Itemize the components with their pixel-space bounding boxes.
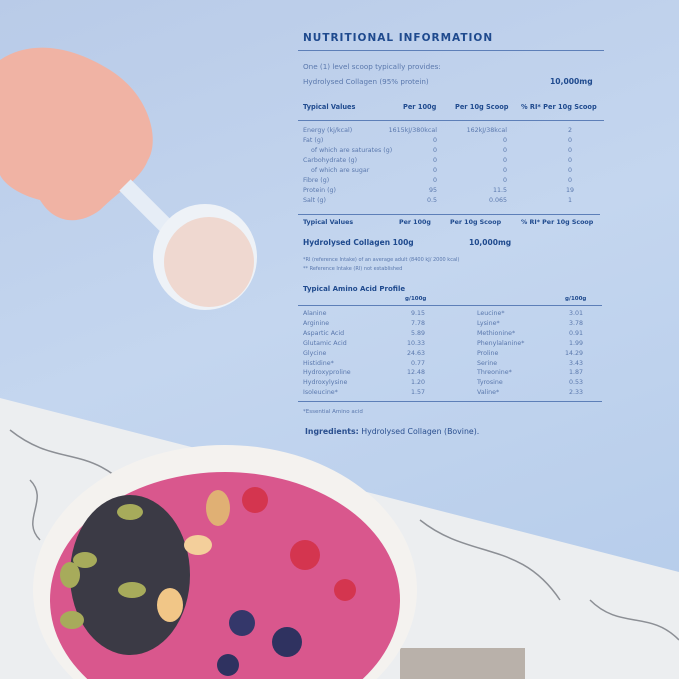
amino-name: Alanine	[303, 310, 327, 317]
amino-value: 7.78	[410, 319, 425, 327]
amino-unit-right: g/100g	[565, 296, 587, 302]
nutrition-cell: Protein (g)	[303, 187, 336, 194]
nutrition-cell: 2	[567, 127, 572, 134]
nutrition-cell: 1	[567, 197, 572, 204]
nutrition-cell: Fibre (g)	[303, 177, 330, 184]
amino-value: 14.29	[564, 349, 583, 357]
amino-value: 12.48	[406, 369, 425, 377]
amino-value: 24.63	[406, 349, 425, 357]
ingredients-label: Ingredients:	[305, 427, 359, 436]
footnote-1: *RI (reference Intake) of an average adu…	[303, 257, 460, 263]
nutrition-cell: Energy (kj/kcal)	[303, 127, 353, 134]
amino-value: 3.78	[568, 319, 583, 327]
intro-text: One (1) level scoop typically provides:	[303, 62, 441, 71]
nutrition-cell: of which are sugar	[311, 167, 370, 174]
nutrition-cell: 0	[432, 137, 437, 144]
amino-name: Serine	[477, 359, 498, 367]
nutrition-cell: of which are saturates (g)	[311, 147, 393, 154]
amino-name: Arginine	[303, 319, 330, 327]
amino-value: 2.33	[568, 389, 583, 397]
amino-name: Lysine*	[477, 319, 500, 327]
amino-value: 9.15	[410, 310, 425, 317]
nutrition-cell: Fat (g)	[303, 137, 324, 144]
amino-name: Aspartic Acid	[303, 329, 345, 337]
amino-name: Hydroxyproline	[303, 369, 351, 377]
nutrition-cell: 0	[502, 177, 507, 184]
nutrition-cell: 0	[432, 177, 437, 184]
amino-name: Valine*	[477, 389, 500, 397]
table2-header-cell: Typical Values	[303, 219, 354, 226]
table1-header-cell: Typical Values	[303, 103, 356, 111]
ingredient-value: 10,000mg	[550, 77, 593, 86]
nutrition-cell: Carbohydrate (g)	[303, 157, 358, 164]
amino-name: Threonine*	[477, 369, 512, 377]
footnote-2: ** Reference Intake (RI) not established	[303, 266, 403, 272]
nutrition-cell: 0	[502, 137, 507, 144]
amino-name: Phenylalanine*	[477, 339, 525, 347]
ingredient-label: Hydrolysed Collagen (95% protein)	[303, 77, 429, 86]
amino-unit-left: g/100g	[405, 296, 427, 302]
nutrition-cell: 0	[567, 147, 572, 154]
amino-name: Glutamic Acid	[303, 339, 347, 347]
nutrition-cell: 0.5	[426, 197, 437, 204]
amino-value: 0.53	[568, 379, 583, 387]
nutrition-cell: 0	[432, 157, 437, 164]
amino-value: 10.33	[406, 339, 425, 347]
amino-value: 5.89	[410, 329, 425, 337]
amino-name: Leucine*	[477, 310, 505, 317]
table2-header-cell: % RI* Per 10g Scoop	[521, 219, 594, 226]
nutrition-cell: 0	[567, 177, 572, 184]
nutrition-cell: 11.5	[492, 187, 507, 194]
nutrition-cell: 0	[432, 167, 437, 174]
hand	[0, 47, 153, 221]
amino-title: Typical Amino Acid Profile	[303, 285, 406, 293]
amino-value: 1.87	[568, 369, 583, 377]
amino-name: Methionine*	[477, 329, 516, 337]
nutrition-cell: 0	[567, 157, 572, 164]
amino-name: Glycine	[303, 349, 327, 357]
nutrition-cell: 1615kJ/380kcal	[388, 127, 437, 134]
collagen-row-value: 10,000mg	[469, 238, 512, 247]
amino-value: 1.57	[410, 389, 425, 397]
page-title: NUTRITIONAL INFORMATION	[303, 32, 494, 44]
nutrition-cell: 19	[565, 187, 574, 194]
amino-name: Tyrosine	[477, 379, 503, 387]
amino-name: Histidine*	[303, 359, 334, 367]
amino-value: 3.01	[568, 310, 583, 317]
table1-header-cell: Per 10g Scoop	[455, 103, 509, 111]
amino-value: 1.20	[410, 379, 425, 387]
table2-header-cell: Per 10g Scoop	[450, 219, 502, 226]
nutrition-cell: 0.065	[488, 197, 507, 204]
table1-header-cell: % RI* Per 10g Scoop	[521, 103, 597, 111]
nutrition-cell: 0	[502, 167, 507, 174]
amino-value: 0.77	[410, 359, 425, 367]
nutrition-cell: 0	[432, 147, 437, 154]
nutrition-cell: 95	[428, 187, 437, 194]
amino-value: 1.99	[568, 339, 583, 347]
ingredients: Ingredients: Hydrolysed Collagen (Bovine…	[305, 427, 479, 436]
table1-header-cell: Per 100g	[403, 103, 437, 111]
nutrition-cell: 162kJ/38kcal	[466, 127, 507, 134]
table2-header-cell: Per 100g	[399, 219, 431, 226]
nutrition-cell: 0	[567, 137, 572, 144]
amino-name: Isoleucine*	[303, 389, 338, 397]
amino-note: *Essential Amino acid	[303, 409, 363, 415]
amino-name: Proline	[477, 349, 499, 357]
nutrition-cell: 0	[567, 167, 572, 174]
nutrition-cell: Salt (g)	[303, 197, 326, 204]
amino-value: 0.91	[568, 329, 583, 337]
collagen-row-label: Hydrolysed Collagen 100g	[303, 238, 414, 247]
ingredients-value: Hydrolysed Collagen (Bovine).	[361, 427, 480, 436]
amino-value: 3.43	[568, 359, 583, 367]
nutrition-cell: 0	[502, 147, 507, 154]
amino-name: Hydroxylysine	[303, 379, 348, 387]
nutrition-cell: 0	[502, 157, 507, 164]
